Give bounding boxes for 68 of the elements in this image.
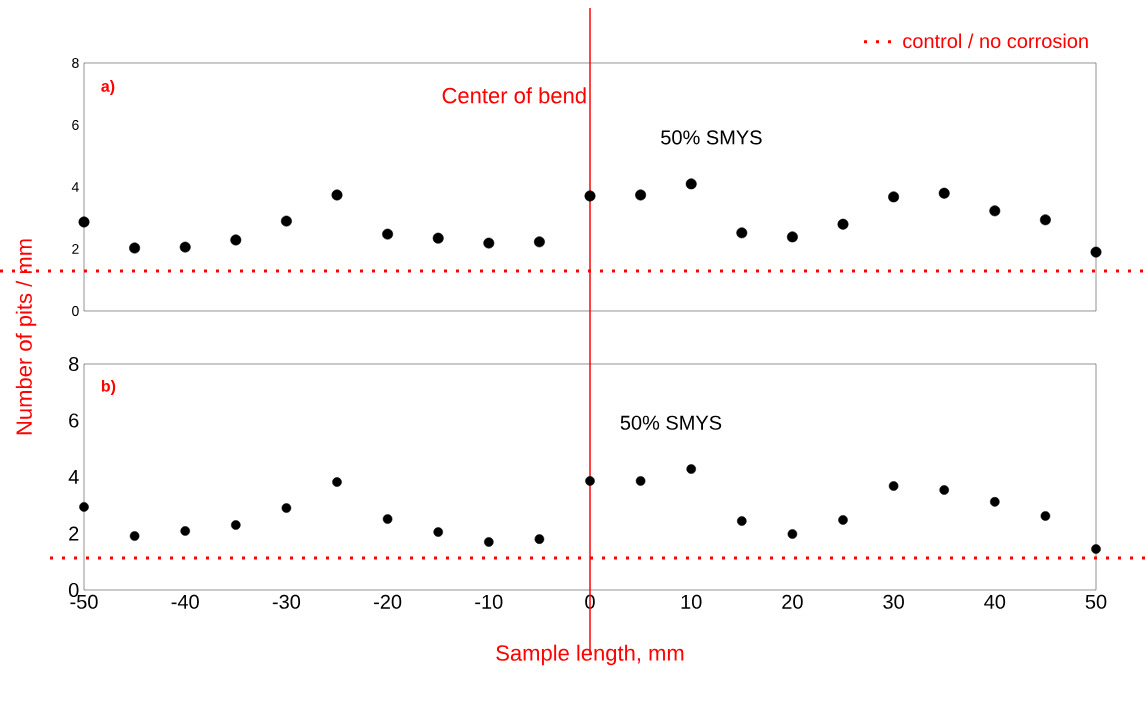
point [280,215,292,227]
y-tick-label: 2 [69,526,79,541]
point [686,464,697,474]
point [1039,214,1051,226]
y-tick-label: 4 [68,470,79,484]
y-tick-label: 4 [71,182,79,192]
x-tick-label: -20 [374,594,402,609]
x-tick-label: -10 [475,594,503,609]
point [382,514,393,524]
point [635,476,646,486]
point [484,537,494,547]
point [939,485,950,495]
point [989,205,1001,217]
point [230,234,242,246]
y-tick-label: 8 [69,356,79,372]
y-tick-label: 6 [72,120,79,130]
point [787,529,798,539]
point [635,189,647,201]
point [281,503,292,513]
y-tick-label: 0 [72,306,79,316]
x-tick-label: 50 [1085,594,1107,609]
y-tick-label: 2 [72,244,79,254]
point [534,534,545,544]
x-tick-label: 40 [984,594,1006,609]
x-tick-label: 10 [681,594,702,609]
point [382,228,394,240]
annotation: a) [101,80,115,96]
point [584,190,596,202]
annotation: 50% SMYS [620,415,722,430]
annotation: 50% SMYS [661,130,762,145]
ref-line-label: Center of bend [442,87,586,104]
legend-label: control / no corrosion [903,33,1088,49]
point [888,191,900,203]
point [433,527,444,537]
point [231,520,241,530]
annotation: b) [101,380,116,395]
point [180,526,191,536]
point [685,178,697,190]
point [533,236,545,248]
point [737,516,747,526]
point [786,231,798,243]
y-tick-label: 8 [72,58,79,68]
x-tick-label: -30 [272,594,301,609]
point [938,187,950,199]
point [888,481,899,491]
point [331,189,343,201]
x-axis-title: Sample length, mm [496,644,684,666]
point [837,218,849,230]
point [990,497,1000,507]
point [78,216,90,228]
point [332,477,342,487]
point [1040,511,1051,521]
point [179,241,191,253]
point [1090,246,1102,258]
point [585,476,595,486]
point [1091,544,1101,554]
x-tick-label: -40 [171,594,199,609]
point [129,531,140,541]
x-tick-label: 30 [883,594,904,609]
point [432,232,444,244]
x-tick-label: 20 [782,594,803,609]
y-axis-title: Number of pits / mm [15,239,37,435]
y-tick-label: 6 [69,413,79,428]
point [129,242,141,254]
point [79,502,89,512]
point [838,515,848,525]
point [483,237,495,249]
point [736,227,748,239]
